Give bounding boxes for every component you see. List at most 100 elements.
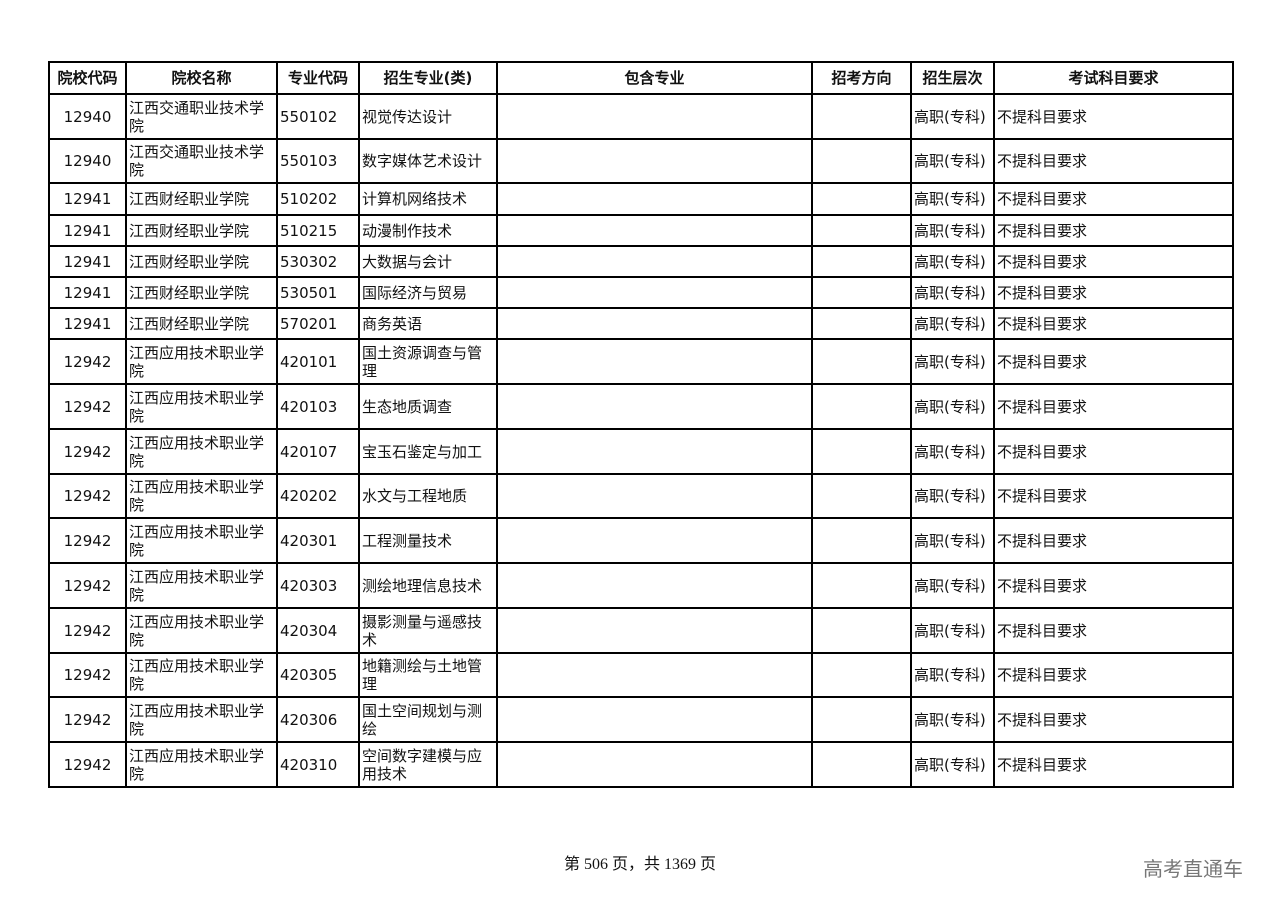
table-row: 12942 江西应用技术职业学院 420310 空间数字建模与应用技术 高职(专科) 不提… [48,741,1234,788]
table-row: 12942 江西应用技术职业学院 420103 生态地质调查 高职(专科) 不提科目要求 [48,383,1234,430]
table-cell: 12942 [48,652,127,698]
table-cell [496,138,813,184]
column-header: 考试科目要求 [993,61,1234,95]
table-cell: 江西应用技术职业学院 [125,696,278,743]
table-row: 12941 江西财经职业学院 510215 动漫制作技术 高职(专科) 不提科目要求 [48,214,1234,247]
table-cell: 420303 [276,562,360,609]
table-cell [811,93,912,140]
table-cell [496,182,813,216]
table-cell: 高职(专科) [910,276,995,309]
table-cell [496,473,813,519]
table-cell: 12940 [48,93,127,140]
table-cell: 高职(专科) [910,245,995,278]
table-cell: 江西应用技术职业学院 [125,607,278,654]
table-row: 12940 江西交通职业技术学院 550102 视觉传达设计 高职(专科) 不提科目要求 [48,93,1234,140]
table-cell: 12941 [48,245,127,278]
table-cell [496,307,813,340]
table-cell: 12941 [48,182,127,216]
table-cell: 12942 [48,473,127,519]
table-cell [811,182,912,216]
table-cell: 江西应用技术职业学院 [125,741,278,788]
table-cell [496,652,813,698]
table-cell: 570201 [276,307,360,340]
table-cell: 江西应用技术职业学院 [125,517,278,564]
page-number: 第 506 页，共 1369 页 [563,856,716,873]
table-cell: 不提科目要求 [993,214,1234,247]
table-cell: 不提科目要求 [993,338,1234,385]
table-cell: 空间数字建模与应用技术 [358,741,498,788]
table-cell: 420202 [276,473,360,519]
table-cell: 不提科目要求 [993,383,1234,430]
table-cell: 不提科目要求 [993,93,1234,140]
table-cell: 12940 [48,138,127,184]
column-header: 专业代码 [276,61,360,95]
table-row: 12942 江西应用技术职业学院 420304 摄影测量与遥感技术 高职(专科) 不提科目… [48,607,1234,654]
table-cell [811,741,912,788]
header-row: 院校代码 院校名称 专业代码 招生专业(类) 包含专业 招考方向 招生层次 考试科目要求 [48,61,1234,95]
table-cell [811,214,912,247]
table-cell: 高职(专科) [910,607,995,654]
table-cell: 不提科目要求 [993,276,1234,309]
table-cell: 高职(专科) [910,428,995,475]
table-cell [811,473,912,519]
column-header: 院校代码 [48,61,127,95]
table-cell [811,276,912,309]
table-cell: 江西交通职业技术学院 [125,93,278,140]
table-cell: 摄影测量与遥感技术 [358,607,498,654]
table-cell: 国际经济与贸易 [358,276,498,309]
table-cell: 江西应用技术职业学院 [125,562,278,609]
table-cell: 12942 [48,607,127,654]
table-cell: 510215 [276,214,360,247]
table-cell: 国土资源调查与管理 [358,338,498,385]
table-cell: 数字媒体艺术设计 [358,138,498,184]
table-cell: 550103 [276,138,360,184]
table-cell [811,607,912,654]
table-cell: 高职(专科) [910,562,995,609]
table-cell: 不提科目要求 [993,138,1234,184]
table-cell: 12941 [48,307,127,340]
table-cell: 商务英语 [358,307,498,340]
table-cell: 不提科目要求 [993,245,1234,278]
table-cell [811,338,912,385]
table-cell: 12942 [48,428,127,475]
table-cell: 12942 [48,562,127,609]
table-cell: 高职(专科) [910,473,995,519]
table-cell: 江西财经职业学院 [125,307,278,340]
table-cell: 江西应用技术职业学院 [125,473,278,519]
table-cell: 不提科目要求 [993,428,1234,475]
column-header: 招生专业(类) [358,61,498,95]
table-cell: 420101 [276,338,360,385]
table-row: 12942 江西应用技术职业学院 420107 宝玉石鉴定与加工 高职(专科) 不提科目要… [48,428,1234,475]
table-cell: 国土空间规划与测绘 [358,696,498,743]
table-cell: 530302 [276,245,360,278]
table-row: 12942 江西应用技术职业学院 420303 测绘地理信息技术 高职(专科) 不提科目要… [48,562,1234,609]
table-cell: 不提科目要求 [993,562,1234,609]
table-row: 12942 江西应用技术职业学院 420301 工程测量技术 高职(专科) 不提科目要求 [48,517,1234,564]
table-cell: 不提科目要求 [993,473,1234,519]
table-cell: 420310 [276,741,360,788]
table-cell: 江西财经职业学院 [125,245,278,278]
table-cell: 高职(专科) [910,383,995,430]
table-cell [811,562,912,609]
table-cell: 高职(专科) [910,307,995,340]
table-cell: 420103 [276,383,360,430]
table-cell: 水文与工程地质 [358,473,498,519]
table-cell: 不提科目要求 [993,307,1234,340]
table-cell: 高职(专科) [910,93,995,140]
table-row: 12940 江西交通职业技术学院 550103 数字媒体艺术设计 高职(专科) 不提科目要… [48,138,1234,184]
table-row: 12941 江西财经职业学院 530501 国际经济与贸易 高职(专科) 不提科目要求 [48,276,1234,309]
table-cell [811,517,912,564]
table-row: 12942 江西应用技术职业学院 420101 国土资源调查与管理 高职(专科) 不提科目… [48,338,1234,385]
table-cell: 计算机网络技术 [358,182,498,216]
table-cell: 12941 [48,276,127,309]
column-header: 院校名称 [125,61,278,95]
table-row: 12941 江西财经职业学院 510202 计算机网络技术 高职(专科) 不提科目要求 [48,182,1234,216]
table-cell [811,652,912,698]
table-cell [496,245,813,278]
table-cell: 不提科目要求 [993,652,1234,698]
table-cell: 大数据与会计 [358,245,498,278]
table-cell [496,276,813,309]
table-cell: 不提科目要求 [993,741,1234,788]
table-cell [811,245,912,278]
table-cell: 高职(专科) [910,652,995,698]
